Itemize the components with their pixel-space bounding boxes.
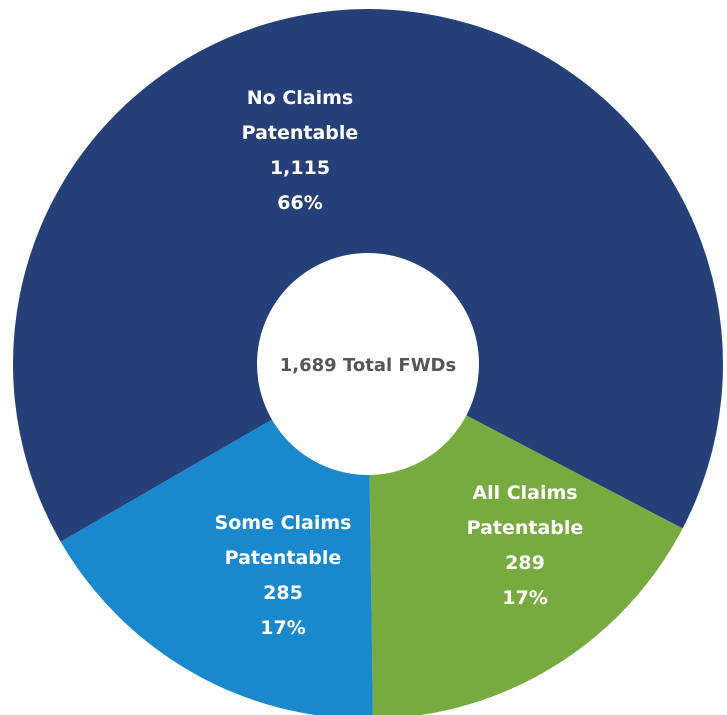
slice-all-claims-patentable-percent: 17% [502, 587, 547, 609]
slice-no-claims-patentable-name-line-1: No Claims [247, 87, 353, 109]
slice-all-claims-patentable-value: 289 [505, 552, 545, 574]
slice-some-claims-patentable-value: 285 [263, 582, 303, 604]
center-total-label: 1,689 Total FWDs [280, 355, 456, 376]
slice-some-claims-patentable-percent: 17% [260, 617, 305, 639]
slice-all-claims-patentable-name-line-1: All Claims [472, 482, 577, 504]
slice-no-claims-patentable-value: 1,115 [270, 157, 330, 179]
slice-labels: No Claims Patentable 1,115 66% All Claims Pat… [215, 87, 584, 639]
donut-hole [257, 253, 479, 475]
slice-no-claims-patentable-percent: 66% [277, 192, 322, 214]
slice-some-claims-patentable-name-line-2: Patentable [225, 547, 342, 569]
slice-all-claims-patentable-name-line-2: Patentable [467, 517, 584, 539]
slice-some-claims-patentable-name-line-1: Some Claims [215, 512, 352, 534]
slice-no-claims-patentable-name-line-2: Patentable [242, 122, 359, 144]
slice-all-claims-patentable [368, 364, 688, 715]
